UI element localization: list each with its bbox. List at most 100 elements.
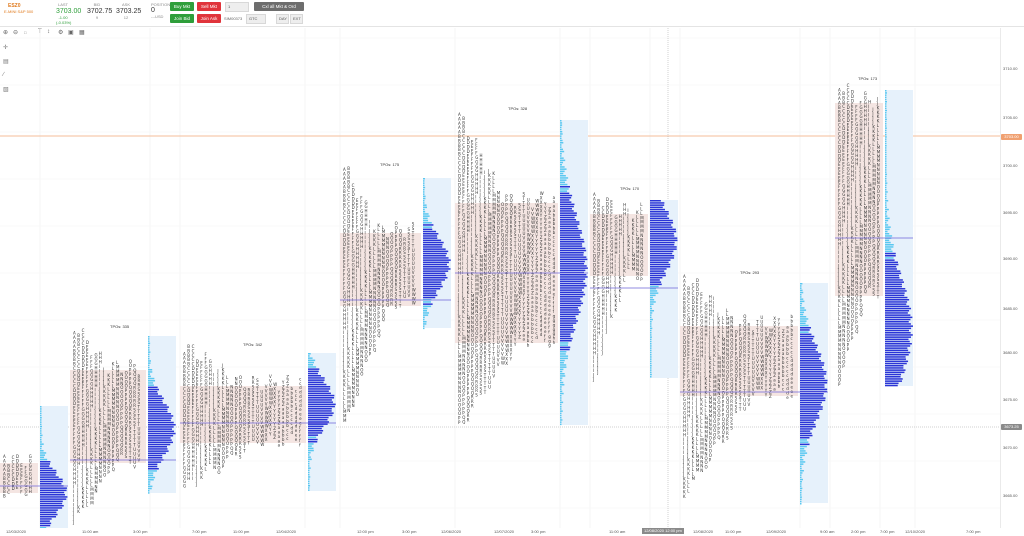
zoom-in-icon[interactable]: ⊕ <box>3 29 8 36</box>
tpo-letter: M <box>713 375 717 380</box>
tpo-letter: L <box>842 285 845 290</box>
tpo-letter: E <box>838 175 841 180</box>
tpo-letter: H <box>192 445 195 450</box>
tpo-letter: G <box>458 235 461 240</box>
symbol-label[interactable]: ESZ0 <box>8 3 21 9</box>
sell-market-button[interactable]: Sell Mkt <box>197 2 221 11</box>
volume-bar <box>423 279 445 281</box>
tpo-letter: I <box>462 252 463 257</box>
tpo-letter: O <box>480 294 483 299</box>
tpo-letter: b <box>782 373 785 378</box>
tpo-letter: L <box>107 391 110 396</box>
tpo-letter: A <box>73 340 76 345</box>
tpo-letter: K <box>627 248 630 253</box>
ext-toggle[interactable]: EXT <box>290 14 303 24</box>
settings-icon[interactable]: ⚙ <box>58 29 63 36</box>
tpo-letter: Q <box>735 356 738 361</box>
tpo-letter: X <box>765 366 768 371</box>
tpo-letter: K <box>475 243 478 248</box>
tpo-letter: M <box>868 192 872 197</box>
tpo-letter: A <box>458 130 461 135</box>
tpo-letter: P <box>735 338 738 343</box>
tpo-letter: R <box>514 210 517 215</box>
tpo-letter: G <box>855 127 858 132</box>
tpo-letter: T <box>496 322 500 327</box>
cancel-all-button[interactable]: Cxl all Mkt & Ord <box>254 2 304 11</box>
tpo-letter: Z <box>523 328 526 333</box>
tpo-letter: F <box>692 340 695 345</box>
tpo-letter: T <box>742 380 746 385</box>
tpo-letter: B <box>683 309 686 314</box>
tpo-letter: Q <box>471 390 474 395</box>
tpo-letter: R <box>480 360 483 365</box>
grid-icon[interactable]: ▦ <box>79 29 85 36</box>
tpo-letter: Z <box>535 265 538 270</box>
tpo-letter: I <box>696 375 697 380</box>
tpo-letter: L <box>471 280 474 285</box>
tpo-letter: d <box>544 298 547 303</box>
zoom-out-icon[interactable]: ⊖ <box>13 29 18 36</box>
volume-bar <box>40 500 63 503</box>
volume-bar <box>148 344 150 347</box>
tpo-letter: Q <box>125 414 128 419</box>
tpo-letter: X <box>514 320 517 325</box>
volume-bar <box>800 351 819 353</box>
tpo-letter: O <box>872 212 875 217</box>
tpo-letter: G <box>29 467 32 472</box>
volume-bar <box>423 244 443 246</box>
time-label: 7:00 pm <box>966 529 980 534</box>
tpo-letter: O <box>377 289 380 294</box>
crosshair-icon[interactable]: ✛ <box>3 44 8 51</box>
volume-bar <box>650 228 676 231</box>
tpo-letter: N <box>480 276 483 281</box>
tpo-letter: M <box>488 213 492 218</box>
screenshot-icon[interactable]: ▣ <box>68 29 74 36</box>
tpo-letter: M <box>471 294 475 299</box>
layers-icon[interactable]: ▧ <box>3 86 9 93</box>
timeframe-icon[interactable]: □ <box>24 30 26 35</box>
tpo-letter: e <box>553 278 556 283</box>
price-axis[interactable]: 3710.00 3705.00 3700.00 3695.00 3690.00 … <box>1000 28 1024 528</box>
tpo-letter: M <box>458 358 462 363</box>
tpo-letter: K <box>687 462 690 467</box>
draw-tool-icon[interactable]: ↕ <box>47 29 50 35</box>
trash-icon[interactable]: ▤ <box>3 58 9 65</box>
line-tool-icon[interactable]: ∕ <box>3 72 4 78</box>
tpo-letter: F <box>851 138 854 143</box>
join-bid-button[interactable]: Join Bid <box>170 14 194 23</box>
volume-bar <box>308 408 332 410</box>
buy-market-button[interactable]: Buy Mkt <box>170 2 194 11</box>
tif-select[interactable]: GTC <box>246 14 266 24</box>
tpo-letter: L <box>365 301 368 306</box>
tpo-letter: O <box>382 282 385 287</box>
volume-bar <box>40 454 46 456</box>
volume-bar <box>40 441 42 443</box>
volume-bar <box>800 404 821 406</box>
tpo-letter: S <box>510 242 513 247</box>
tpo-letter: F <box>610 222 613 227</box>
tpo-letter: g <box>553 327 556 332</box>
tpo-letter: O <box>868 240 871 245</box>
tpo-letter: P <box>107 470 110 475</box>
tpo-letter: L <box>467 312 470 317</box>
tpo-letter: L <box>717 352 720 357</box>
tpo-letter: K <box>717 321 720 326</box>
market-profile-chart[interactable]: AAAAABBBBBBBBCCCCCCCCCDDDDDDDDEEEEEEFFFF… <box>0 28 1000 528</box>
tpo-letter: G <box>700 318 703 323</box>
tpo-letter: M <box>492 211 496 216</box>
tpo-letter: Z <box>273 430 276 435</box>
tpo-letter: B <box>458 143 461 148</box>
tpo-letter: N <box>877 176 880 181</box>
current-price-badge: 3703.00 <box>1001 134 1022 140</box>
tpo-letter: O <box>360 372 363 377</box>
join-ask-button[interactable]: Join Ask <box>197 14 221 23</box>
quantity-select[interactable]: 1 <box>225 2 249 12</box>
tpo-letter: E <box>73 419 76 424</box>
tpo-letter: L <box>696 437 699 442</box>
tpo-letter: M <box>717 360 721 365</box>
day-toggle[interactable]: DAY <box>276 14 289 24</box>
tpo-letter: L <box>713 366 716 371</box>
tpo-letter: c <box>295 393 297 398</box>
tpo-letter: S <box>252 389 255 394</box>
tpo-letter: K <box>356 308 359 313</box>
